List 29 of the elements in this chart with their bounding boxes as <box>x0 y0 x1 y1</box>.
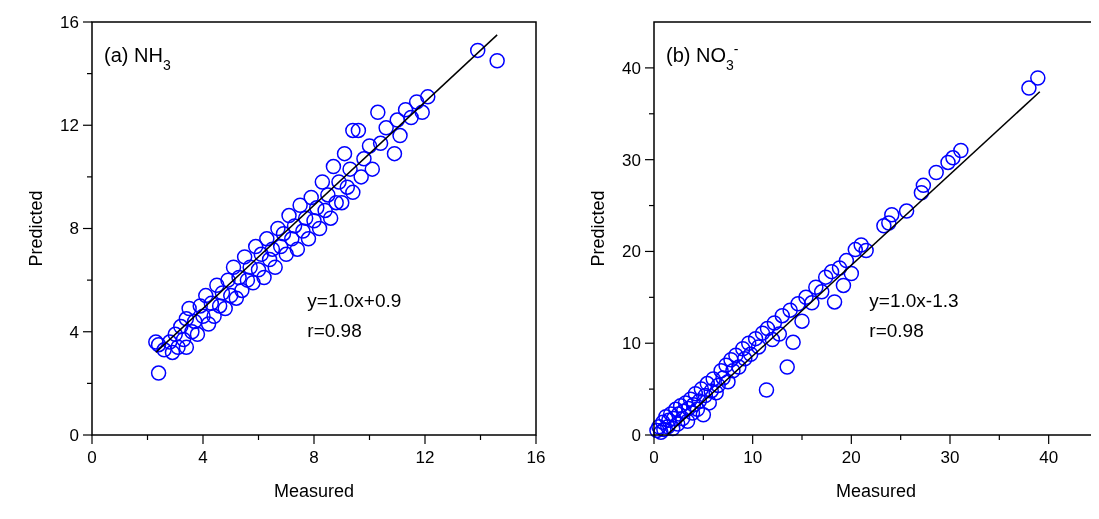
x-tick-label: 0 <box>87 448 97 467</box>
x-tick-label: 0 <box>649 448 659 467</box>
y-axis-title: Predicted <box>26 190 46 267</box>
x-tick-label: 20 <box>841 448 861 467</box>
y-tick-label: 40 <box>622 58 641 78</box>
y-tick-label: 0 <box>69 425 79 445</box>
x-tick-label: 4 <box>198 448 208 467</box>
x-tick-label: 12 <box>415 448 435 467</box>
y-tick-label: 16 <box>60 12 79 32</box>
annotation: r=0.98 <box>869 319 924 341</box>
annotation: r=0.98 <box>307 319 362 341</box>
y-tick-label: 30 <box>622 150 641 170</box>
x-tick-label: 40 <box>1039 448 1059 467</box>
x-tick-label: 8 <box>309 448 319 467</box>
y-tick-label: 4 <box>69 322 79 342</box>
text: (a) NH$_{3}$ <box>104 44 171 73</box>
x-axis-title: Measured <box>835 481 917 501</box>
annotation: y=1.0x-1.3 <box>869 289 959 311</box>
x-tick-label: 10 <box>743 448 763 467</box>
x-tick-label: 16 <box>526 448 546 467</box>
x-axis-title: Measured <box>273 481 355 501</box>
y-tick-label: 12 <box>60 116 79 136</box>
y-tick-label: 8 <box>69 219 79 239</box>
y-axis-title: Predicted <box>588 190 608 267</box>
y-tick-label: 0 <box>631 425 641 445</box>
y-tick-label: 10 <box>622 334 641 354</box>
annotation: y=1.0x+0.9 <box>307 289 402 311</box>
y-tick-label: 20 <box>622 242 641 262</box>
x-tick-label: 30 <box>940 448 960 467</box>
